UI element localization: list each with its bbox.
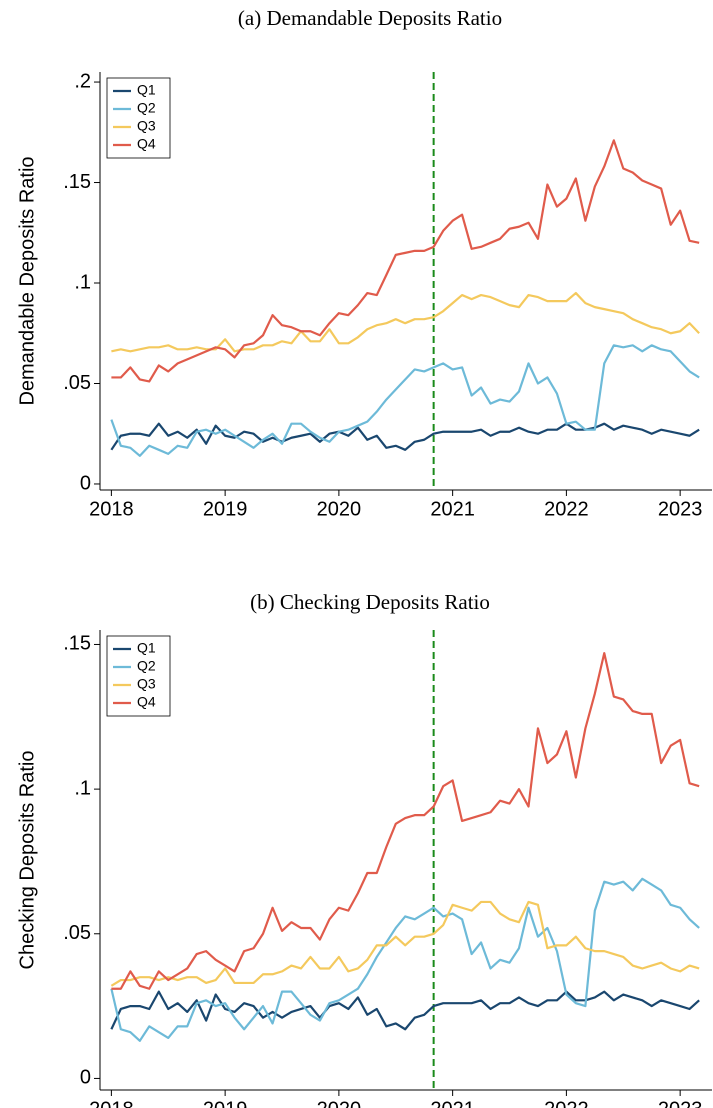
x-tick-label: 2018 — [89, 1098, 134, 1108]
legend: Q1 Q2 Q3 Q4 — [106, 635, 171, 717]
legend-label: Q1 — [137, 640, 156, 656]
y-tick-label: 0 — [80, 472, 91, 494]
x-tick-label: 2018 — [89, 498, 134, 520]
data-line — [110, 877, 700, 1042]
data-line — [111, 291, 700, 353]
y-tick-label: .15 — [63, 171, 91, 193]
legend: Q1 Q2 Q3 Q4 — [106, 77, 171, 159]
legend-label: Q2 — [137, 100, 156, 116]
x-tick-label: 2021 — [430, 1098, 475, 1108]
legend-label: Q3 — [137, 676, 156, 692]
x-tick-label: 2022 — [544, 1098, 589, 1108]
y-tick-label: .05 — [63, 922, 91, 944]
legend-label: Q1 — [137, 82, 156, 98]
data-line — [110, 344, 700, 457]
data-line — [110, 422, 700, 451]
y-axis-label: Demandable Deposits Ratio — [16, 156, 38, 405]
x-tick-label: 2022 — [544, 498, 589, 520]
y-tick-label: .15 — [63, 633, 91, 655]
data-line — [110, 900, 700, 987]
data-line — [111, 652, 700, 990]
y-axis-label: Checking Deposits Ratio — [16, 751, 38, 970]
data-line — [111, 139, 700, 383]
x-tick-label: 2023 — [658, 1098, 703, 1108]
y-tick-label: .05 — [63, 372, 91, 394]
x-tick-label: 2019 — [203, 498, 248, 520]
x-tick-label: 2019 — [203, 1098, 248, 1108]
legend-label: Q3 — [137, 118, 156, 134]
y-tick-label: 0 — [80, 1067, 91, 1089]
x-tick-label: 2020 — [317, 1098, 362, 1108]
x-tick-label: 2023 — [658, 498, 703, 520]
legend-label: Q4 — [137, 136, 156, 152]
data-line — [110, 990, 700, 1031]
chart-title: (b) Checking Deposits Ratio — [250, 590, 490, 614]
x-tick-label: 2021 — [430, 498, 475, 520]
y-tick-label: .1 — [74, 777, 91, 799]
y-tick-label: .1 — [74, 271, 91, 293]
x-tick-label: 2020 — [317, 498, 362, 520]
y-tick-label: .2 — [74, 70, 91, 92]
legend-label: Q2 — [137, 658, 156, 674]
legend-label: Q4 — [137, 694, 156, 710]
chart-title: (a) Demandable Deposits Ratio — [238, 6, 502, 30]
